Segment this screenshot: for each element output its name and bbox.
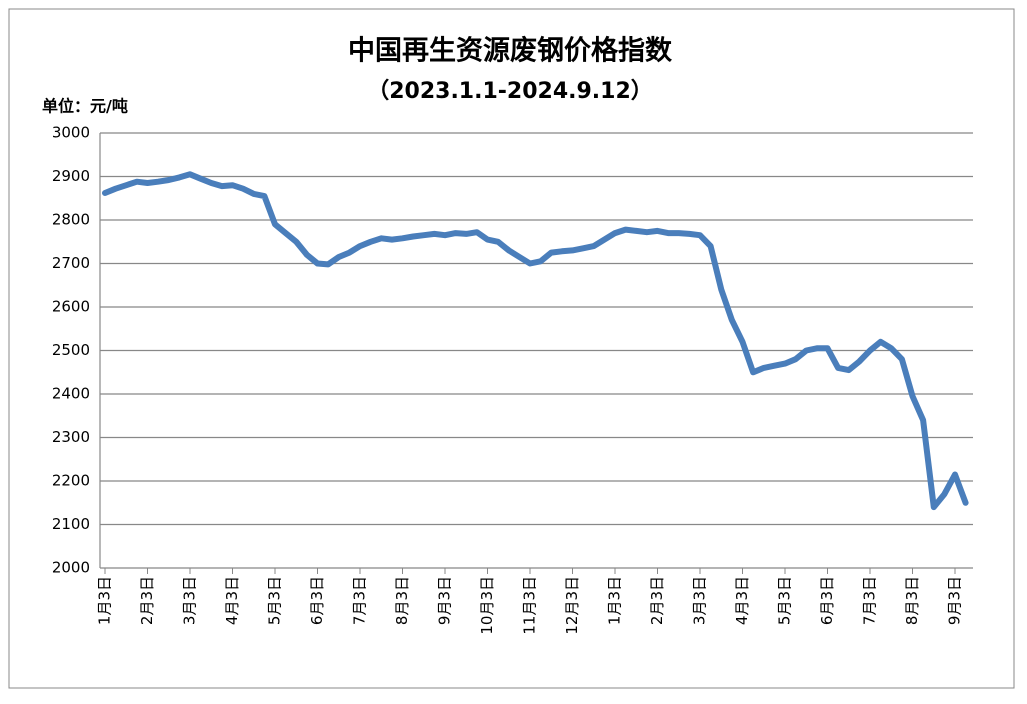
y-tick-label: 2000 [52, 559, 90, 577]
x-tick-label: 8月3日 [393, 576, 411, 625]
y-tick-label: 2200 [52, 472, 90, 490]
y-tick-label: 2300 [52, 428, 90, 446]
y-tick-label: 2100 [52, 515, 90, 533]
x-tick-label: 4月3日 [733, 576, 751, 625]
x-tick-label: 3月3日 [691, 576, 709, 625]
y-tick-label: 2900 [52, 167, 90, 185]
y-tick-label: 2800 [52, 211, 90, 229]
x-tick-label: 9月3日 [946, 576, 964, 625]
x-tick-label: 6月3日 [818, 576, 836, 625]
x-tick-label: 12月3日 [563, 576, 581, 635]
chart-frame [8, 8, 1015, 689]
y-unit: 单位：元/吨 [42, 97, 128, 116]
x-tick-label: 1月3日 [606, 576, 624, 625]
x-tick-label: 5月3日 [776, 576, 794, 625]
x-tick-label: 9月3日 [436, 576, 454, 625]
y-tick-label: 3000 [52, 124, 90, 142]
y-tick-label: 2500 [52, 341, 90, 359]
x-tick-label: 11月3日 [521, 576, 539, 635]
y-tick-label: 2700 [52, 254, 90, 272]
x-tick-label: 5月3日 [266, 576, 284, 625]
chart-title: 中国再生资源废钢价格指数 [348, 35, 673, 67]
x-tick-label: 6月3日 [308, 576, 326, 625]
chart-subtitle: （2023.1.1-2024.9.12） [367, 79, 653, 104]
y-tick-label: 2600 [52, 298, 90, 316]
x-tick-label: 7月3日 [351, 576, 369, 625]
x-tick-label: 3月3日 [181, 576, 199, 625]
data-line [102, 171, 969, 511]
x-tick-label: 10月3日 [478, 576, 496, 635]
x-tick-label: 7月3日 [861, 576, 879, 625]
x-tick-label: 2月3日 [138, 576, 156, 625]
y-tick-label: 2400 [52, 385, 90, 403]
x-tick-label: 1月3日 [96, 576, 114, 625]
x-tick-label: 4月3日 [223, 576, 241, 625]
x-tick-label: 2月3日 [648, 576, 666, 625]
x-tick-label: 8月3日 [903, 576, 921, 625]
